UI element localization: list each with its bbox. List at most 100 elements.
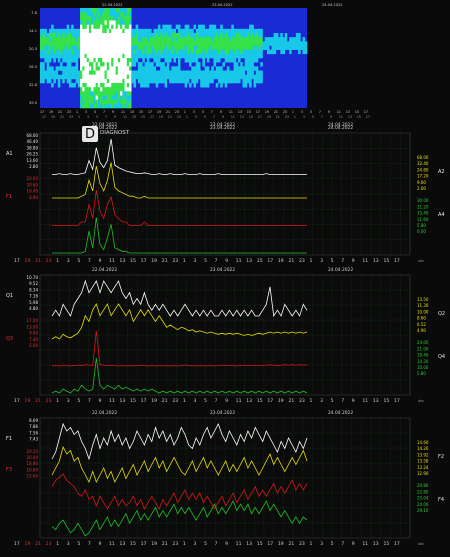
heatmap-cell <box>82 91 85 96</box>
heatmap-cell <box>149 28 152 34</box>
heatmap-cell <box>102 95 105 100</box>
heatmap-cell <box>251 53 254 59</box>
panel-a-x-tick: 23 <box>299 258 305 264</box>
heatmap-cell <box>84 28 88 34</box>
heatmap-x-tick: 13 <box>346 110 350 114</box>
heatmap-cell <box>157 62 161 67</box>
heatmap-cell <box>162 78 165 84</box>
heatmap-cell <box>48 28 52 34</box>
heatmap-cell <box>140 33 143 38</box>
heatmap-cell <box>82 20 85 25</box>
heatmap-cell <box>202 78 205 84</box>
panel-f-x-tick: 7 <box>215 541 218 547</box>
heatmap-cell <box>124 87 128 92</box>
heatmap-cell <box>104 78 108 84</box>
heatmap-cell <box>124 37 128 42</box>
heatmap-cell <box>86 8 90 13</box>
heatmap-cell <box>253 66 257 71</box>
heatmap-cell <box>104 87 108 92</box>
heatmap-cell <box>149 49 152 55</box>
heatmap-cell <box>246 28 250 34</box>
heatmap-cell <box>202 49 205 55</box>
heatmap-cell <box>120 28 123 34</box>
panel-q-right-tick: 13.50 <box>417 297 429 302</box>
heatmap-cell <box>129 20 132 25</box>
heatmap-cell <box>200 24 203 30</box>
heatmap-cell <box>57 45 61 50</box>
heatmap-cell <box>104 70 108 75</box>
panel-q-left-tick: 17.00 <box>27 318 39 323</box>
heatmap-cell <box>111 24 114 30</box>
heatmap-cell <box>177 70 181 75</box>
heatmap-cell <box>66 41 70 46</box>
heatmap-cell <box>191 37 194 42</box>
heatmap-cell <box>108 49 112 55</box>
heatmap-cell <box>86 83 90 88</box>
heatmap-cell <box>215 66 219 71</box>
heatmap-cell <box>100 33 103 38</box>
heatmap-x-tick: 5 <box>202 110 204 114</box>
heatmap-cell <box>233 66 237 71</box>
heatmap-cell <box>157 49 161 55</box>
heatmap-cell <box>164 49 168 55</box>
heatmap-cell <box>111 103 114 109</box>
heatmap-cell <box>229 53 232 59</box>
heatmap-cell <box>289 45 292 50</box>
heatmap-cell <box>91 99 94 105</box>
heatmap-cell <box>129 8 132 13</box>
heatmap-cell <box>137 53 141 59</box>
heatmap-cell <box>91 28 94 34</box>
heatmap-cell <box>80 24 83 30</box>
heatmap-cell <box>71 45 74 50</box>
heatmap-cell <box>182 37 185 42</box>
heatmap-cell <box>253 28 257 34</box>
heatmap-cell <box>57 37 61 42</box>
heatmap-cell <box>222 53 225 59</box>
heatmap-cell <box>84 91 88 96</box>
heatmap-cell <box>133 62 136 67</box>
heatmap-cell <box>53 33 56 38</box>
heatmap-cell <box>117 49 121 55</box>
heatmap-cell <box>213 33 217 38</box>
heatmap-cell <box>126 12 130 17</box>
heatmap-cell <box>122 95 125 100</box>
heatmap-cell <box>233 45 237 50</box>
heatmap-cell <box>91 83 94 88</box>
panel-a-series-1 <box>52 162 307 199</box>
heatmap-cell <box>108 66 112 71</box>
heatmap-cell <box>113 33 116 38</box>
heatmap-cell <box>197 66 201 71</box>
heatmap-cell <box>88 28 92 34</box>
heatmap-cell <box>220 41 223 46</box>
heatmap-cell <box>100 87 103 92</box>
heatmap-x-tick-minor: 3 <box>195 115 197 119</box>
panel-f-x-tick: 3 <box>193 541 196 547</box>
heatmap-cell <box>218 53 221 59</box>
heatmap-cell <box>255 74 259 80</box>
heatmap-cell <box>48 74 52 80</box>
heatmap-cell <box>129 49 132 55</box>
heatmap-cell <box>86 103 90 109</box>
heatmap-cell <box>222 37 225 42</box>
heatmap-cell <box>133 78 136 84</box>
heatmap-cell <box>42 33 45 38</box>
heatmap-x-tick: 23 <box>175 110 179 114</box>
heatmap-cell <box>62 70 65 75</box>
panel-f-x-tick: 15 <box>130 541 136 547</box>
heatmap-cell <box>211 45 214 50</box>
heatmap-cell <box>100 103 103 109</box>
heatmap-cell <box>95 33 99 38</box>
heatmap-cell <box>117 28 121 34</box>
heatmap-cell <box>260 53 263 59</box>
heatmap-cell <box>162 37 165 42</box>
panel-f-x-tick: 15 <box>257 541 263 547</box>
heatmap-cell <box>149 45 152 50</box>
heatmap-cell <box>146 53 150 59</box>
heatmap-cell <box>104 49 108 55</box>
heatmap-cell <box>177 37 181 42</box>
heatmap-cell <box>160 45 163 50</box>
heatmap-cell <box>144 53 148 59</box>
heatmap-cell <box>211 53 214 59</box>
panel-q-x-tick: 23 <box>299 398 305 404</box>
heatmap-cell <box>151 33 154 38</box>
